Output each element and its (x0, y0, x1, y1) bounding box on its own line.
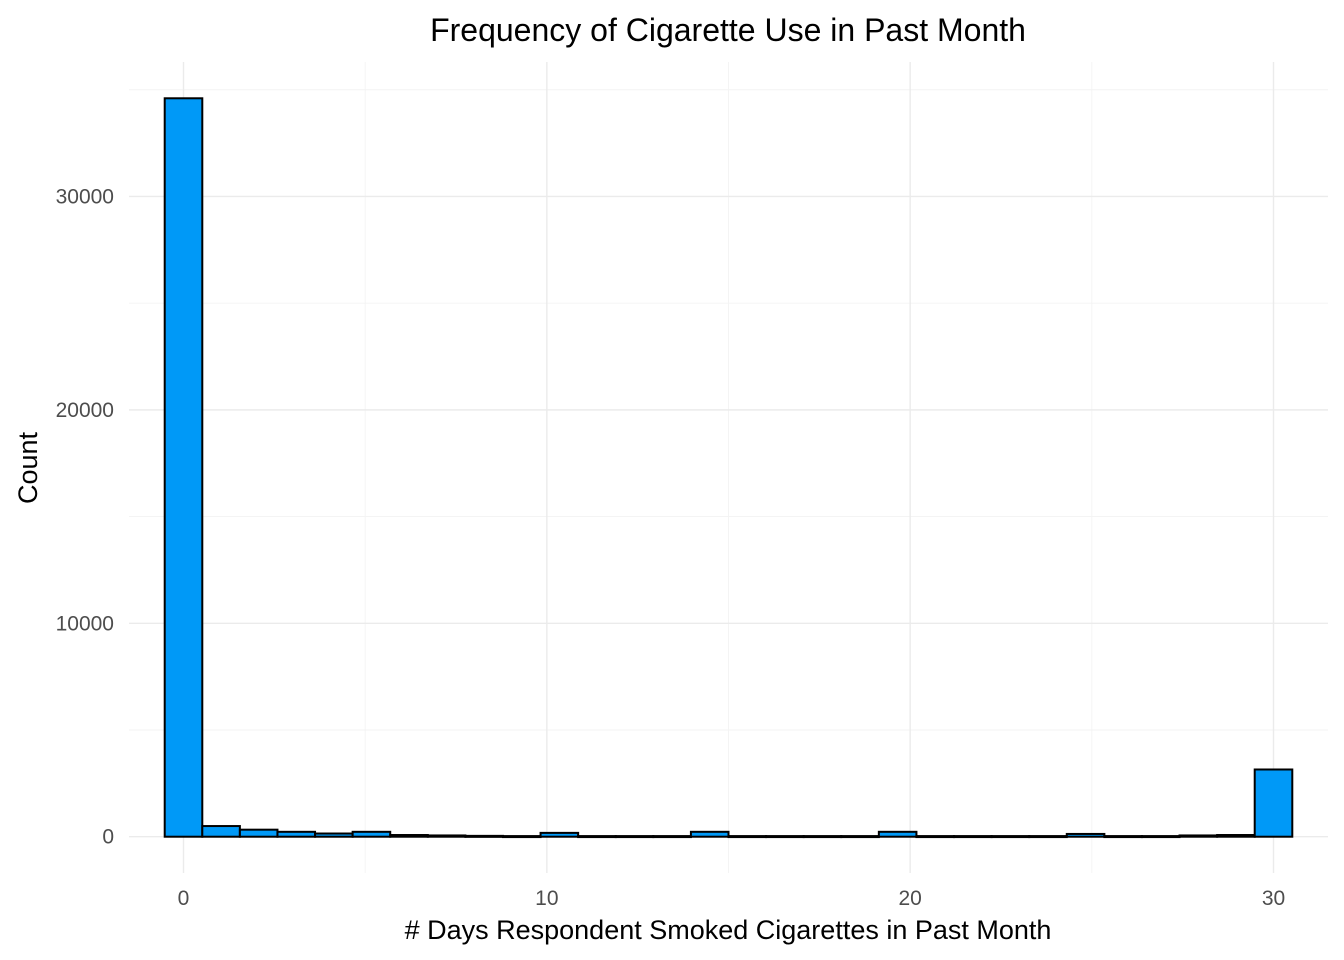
histogram-bar-0 (163, 97, 204, 838)
histogram-bar-4 (314, 832, 354, 838)
histogram-bar-8 (464, 834, 504, 838)
histogram-bar-7 (426, 834, 467, 838)
histogram-bar-13 (652, 835, 692, 839)
y-tick-label: 0 (102, 826, 114, 849)
histogram-bar-14 (689, 830, 730, 838)
histogram-bar-23 (1028, 835, 1068, 839)
histogram-bar-10 (539, 831, 580, 838)
histogram-bars (163, 97, 1294, 839)
histogram-bar-28 (1216, 834, 1256, 838)
grid-lines (129, 62, 1328, 873)
x-tick-label: 30 (1262, 887, 1285, 910)
histogram-bar-21 (953, 835, 993, 839)
histogram-bar-9 (501, 835, 542, 839)
histogram-bar-29 (1253, 768, 1294, 838)
histogram-bar-26 (1140, 835, 1181, 839)
y-axis-label: Count (13, 431, 43, 504)
histogram-bar-17 (802, 835, 843, 839)
histogram-bar-19 (877, 830, 918, 838)
x-tick-label: 0 (178, 887, 190, 910)
histogram-bar-16 (765, 835, 805, 839)
histogram-bar-5 (351, 830, 392, 838)
histogram-bar-2 (238, 828, 279, 838)
histogram-bar-6 (389, 834, 429, 838)
chart-title: Frequency of Cigarette Use in Past Month (430, 12, 1026, 48)
histogram-bar-11 (577, 835, 617, 839)
y-tick-label: 10000 (56, 612, 114, 635)
histogram-bar-25 (1103, 835, 1143, 839)
histogram-bar-12 (614, 835, 655, 839)
histogram-bar-18 (840, 835, 880, 839)
y-axis-ticks: 0 10000 20000 30000 (56, 185, 114, 848)
y-tick-label: 20000 (56, 399, 114, 422)
histogram-bar-24 (1065, 832, 1106, 838)
histogram-bar-20 (915, 835, 956, 839)
x-axis-ticks: 0 10 20 30 (178, 887, 1286, 910)
histogram-bar-22 (990, 835, 1031, 839)
histogram-bar-1 (201, 825, 241, 838)
histogram-bar-3 (276, 830, 317, 838)
x-tick-label: 20 (898, 887, 921, 910)
histogram-bar-27 (1178, 834, 1219, 838)
x-axis-label: # Days Respondent Smoked Cigarettes in P… (405, 915, 1052, 945)
x-tick-label: 10 (535, 887, 558, 910)
y-tick-label: 30000 (56, 185, 114, 208)
histogram-bar-15 (727, 835, 768, 839)
